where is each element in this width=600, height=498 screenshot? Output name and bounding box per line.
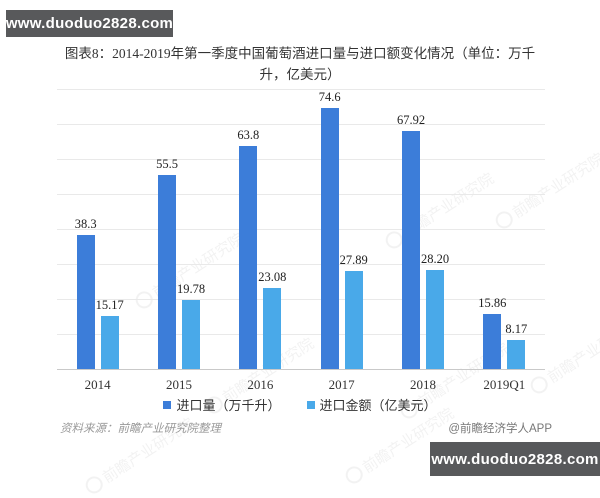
x-axis-label-2019Q1: 2019Q1: [483, 377, 526, 392]
x-axis-label-2016: 2016: [247, 377, 274, 392]
bar-value-2016: [263, 288, 282, 369]
bar-value-label: 28.20: [420, 252, 450, 267]
bar-value-label: 8.17: [505, 322, 528, 337]
watermark-logo-icon: [82, 473, 106, 497]
bar-value-label: 15.86: [478, 295, 507, 310]
chart-title: 图表8：2014-2019年第一季度中国葡萄酒进口量与进口额变化情况（单位：万千…: [64, 46, 536, 82]
gridline: [57, 229, 545, 230]
watermark-url-text: www.duoduo2828.com: [5, 15, 174, 32]
bar-volume-2019Q1: [483, 313, 502, 369]
watermark-logo-icon: [527, 373, 551, 397]
legend-item-volume: 进口量（万千升）: [163, 395, 281, 414]
watermark-url-text: www.duoduo2828.com: [431, 450, 599, 468]
bar-chart-plot-area: 前瞻产业研究院 前瞻产业研究院 前瞻产业研究院 前瞻产业研究院 前瞻产业研究院 前瞻产业研…: [57, 89, 600, 497]
gridline: [57, 159, 545, 160]
bar-value-2017: [344, 271, 363, 369]
background-watermark: 前瞻产业研究院: [381, 168, 497, 254]
bar-value-label: 63.8: [237, 127, 260, 142]
bar-value-label: 19.78: [176, 281, 206, 296]
x-axis-label-2015: 2015: [166, 377, 192, 392]
bar-value-label: 38.3: [74, 216, 97, 231]
bar-value-2019Q1: [507, 340, 526, 369]
background-watermark: 前瞻产业研究院: [491, 148, 600, 234]
bar-volume-2018: [402, 131, 420, 369]
legend-swatch-icon: [163, 400, 172, 409]
publisher-credit: @前瞻经济学人APP: [448, 423, 552, 435]
bar-volume-2017: [320, 107, 339, 369]
bar-volume-2015: [158, 174, 176, 369]
legend-swatch-icon: [306, 400, 315, 409]
gridline: [57, 194, 545, 195]
legend-item-value: 进口金额（亿美元）: [306, 395, 437, 414]
gridline: [57, 124, 545, 125]
data-source-note: 资料来源：前瞻产业研究院整理: [60, 423, 221, 435]
watermark-banner-top: www.duoduo2828.com: [6, 10, 173, 37]
bar-value-2014: [100, 315, 119, 369]
bar-value-label: 55.5: [156, 156, 178, 171]
legend-label: 进口金额（亿美元）: [319, 398, 437, 413]
gridline: [57, 334, 545, 335]
background-watermark: 前瞻产业研究院: [526, 313, 600, 399]
bar-value-label: 15.17: [95, 297, 124, 312]
x-axis-label-2017: 2017: [328, 377, 355, 392]
gridline: [57, 299, 545, 300]
x-axis-line: [57, 369, 545, 370]
bar-value-2018: [426, 270, 444, 369]
bar-value-label: 74.6: [318, 89, 341, 104]
bar-volume-2014: [76, 234, 95, 369]
watermark-logo-icon: [342, 463, 366, 487]
x-axis-label-2018: 2018: [410, 377, 436, 392]
bar-value-label: 27.89: [339, 253, 368, 268]
bar-volume-2016: [239, 145, 258, 369]
watermark-banner-bottom: www.duoduo2828.com: [430, 442, 600, 476]
gridline: [57, 264, 545, 265]
gridline: [57, 89, 545, 90]
bar-value-2015: [182, 299, 200, 369]
bar-value-label: 23.08: [258, 270, 287, 285]
bar-value-label: 67.92: [396, 113, 426, 128]
x-axis-label-2014: 2014: [84, 377, 111, 392]
legend-label: 进口量（万千升）: [176, 398, 281, 413]
chart-legend: 进口量（万千升） 进口金额（亿美元）: [0, 395, 600, 414]
